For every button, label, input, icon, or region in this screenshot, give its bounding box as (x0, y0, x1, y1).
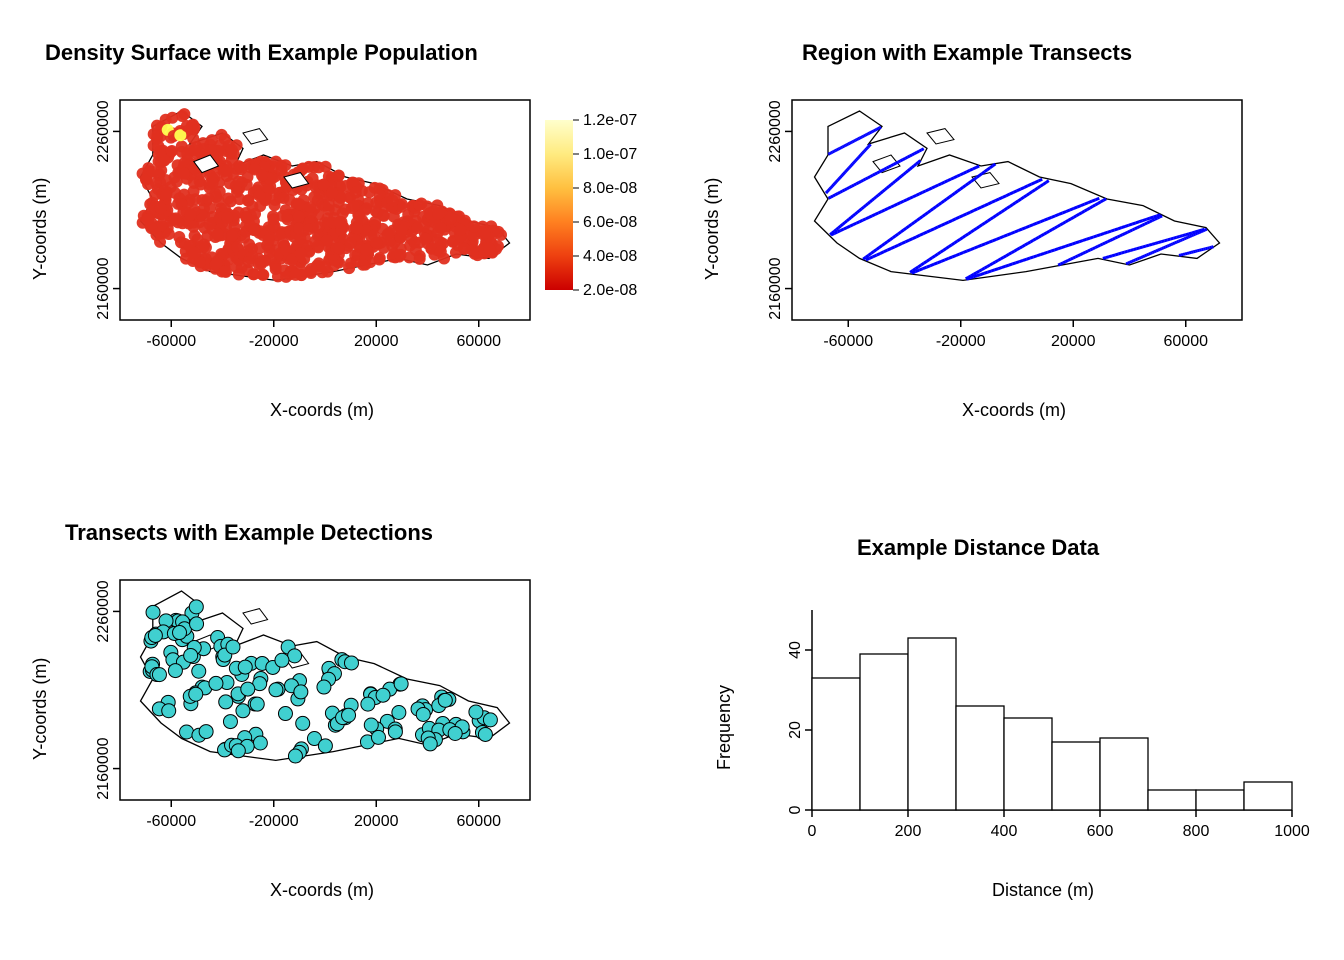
svg-text:200: 200 (895, 823, 922, 840)
svg-text:2260000: 2260000 (95, 100, 112, 162)
svg-text:-60000: -60000 (146, 333, 196, 350)
svg-text:8.0e-08: 8.0e-08 (583, 180, 637, 197)
svg-text:800: 800 (1183, 823, 1210, 840)
svg-text:-20000: -20000 (249, 813, 299, 830)
svg-text:-60000: -60000 (823, 333, 873, 350)
svg-text:-20000: -20000 (936, 333, 986, 350)
svg-text:2160000: 2160000 (95, 737, 112, 799)
svg-text:60000: 60000 (1164, 333, 1209, 350)
svg-text:20000: 20000 (1051, 333, 1096, 350)
transects-svg: -60000 -20000 20000 60000 2160000 2260000 (672, 0, 1344, 480)
detections-svg: -60000 -20000 20000 60000 2160000 2260000 (0, 480, 672, 960)
svg-text:1000: 1000 (1274, 823, 1310, 840)
svg-text:20000: 20000 (354, 813, 399, 830)
svg-text:20: 20 (787, 721, 804, 739)
plot-grid: Density Surface with Example Population … (0, 0, 1344, 960)
svg-text:60000: 60000 (457, 333, 502, 350)
svg-text:400: 400 (991, 823, 1018, 840)
density-svg: -60000 -20000 20000 60000 2160000 2260000 1.2e… (0, 0, 672, 480)
svg-text:2260000: 2260000 (95, 580, 112, 642)
svg-text:2260000: 2260000 (767, 100, 784, 162)
svg-text:60000: 60000 (457, 813, 502, 830)
svg-text:2160000: 2160000 (767, 257, 784, 319)
svg-text:2.0e-08: 2.0e-08 (583, 282, 637, 299)
svg-text:1.0e-07: 1.0e-07 (583, 146, 637, 163)
histogram-svg: 0 200 400 600 800 1000 0 20 40 (672, 480, 1344, 960)
svg-text:6.0e-08: 6.0e-08 (583, 214, 637, 231)
svg-text:4.0e-08: 4.0e-08 (583, 248, 637, 265)
svg-text:20000: 20000 (354, 333, 399, 350)
svg-text:0: 0 (808, 823, 817, 840)
svg-text:0: 0 (787, 805, 804, 814)
svg-text:-60000: -60000 (146, 813, 196, 830)
svg-text:40: 40 (787, 641, 804, 659)
svg-text:2160000: 2160000 (95, 257, 112, 319)
panel-detections: Transects with Example Detections X-coor… (0, 480, 672, 960)
svg-text:1.2e-07: 1.2e-07 (583, 112, 637, 129)
panel-transects: Region with Example Transects X-coords (… (672, 0, 1344, 480)
panel-histogram: Example Distance Data Distance (m) Frequ… (672, 480, 1344, 960)
svg-text:-20000: -20000 (249, 333, 299, 350)
panel-density: Density Surface with Example Population … (0, 0, 672, 480)
svg-text:600: 600 (1087, 823, 1114, 840)
